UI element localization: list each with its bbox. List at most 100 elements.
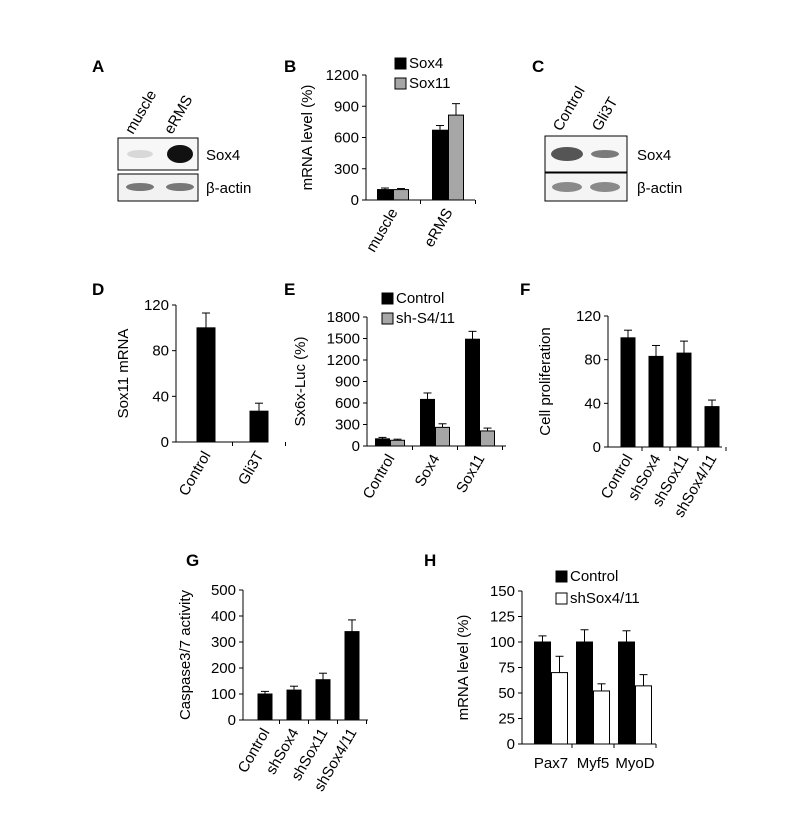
- y-tick-label: 40: [584, 395, 601, 412]
- x-tick-label: muscle: [363, 206, 401, 256]
- bar: [704, 406, 720, 448]
- panel-letter-e: E: [284, 280, 295, 299]
- bar: [344, 631, 360, 721]
- blot-band: [590, 182, 620, 192]
- y-tick-label: 900: [335, 374, 360, 391]
- bar: [635, 685, 652, 745]
- blot-c-lane-label: Control: [550, 84, 589, 134]
- y-tick-label: 150: [490, 583, 515, 600]
- x-tick-label: Control: [360, 452, 399, 502]
- y-tick-label: 300: [335, 417, 360, 434]
- bar: [551, 672, 568, 745]
- y-tick-label: 400: [211, 608, 236, 625]
- legend-label: shSox4/11: [570, 590, 640, 607]
- legend-label: Control: [396, 290, 444, 307]
- y-tick-label: 300: [211, 634, 236, 651]
- y-axis-label: Cell proliferation: [537, 327, 554, 435]
- panel-letter-d: D: [92, 280, 104, 299]
- bar: [249, 410, 269, 443]
- y-tick-label: 80: [152, 343, 169, 360]
- blot-a-lane-label: eRMS: [161, 92, 197, 137]
- y-tick-label: 40: [152, 388, 169, 405]
- y-tick-label: 75: [498, 660, 515, 677]
- panel-letter-b: B: [284, 57, 296, 76]
- panel-letter-c: C: [532, 57, 544, 76]
- chart-e: 0 300 600 900 1200 1500 1800 Sx6x-Luc (%) Contro…: [292, 290, 506, 502]
- y-tick-label: 1500: [327, 331, 360, 348]
- y-axis-label: mRNA level (%): [299, 85, 316, 191]
- y-tick-label: 200: [211, 660, 236, 677]
- y-tick-label: 500: [211, 582, 236, 599]
- panel-letter-h: H: [424, 551, 436, 570]
- legend-label: Sox4: [409, 55, 443, 72]
- bar: [593, 690, 610, 745]
- western-blot-a: muscle eRMS Sox4 β-actin: [117, 87, 251, 202]
- y-tick-label: 80: [584, 352, 601, 369]
- western-blot-c: Control Gli3T Sox4 β-actin: [544, 84, 682, 202]
- bar: [393, 189, 409, 201]
- blot-c-lane-label: Gli3T: [589, 94, 622, 134]
- bar: [390, 439, 405, 447]
- y-tick-label: 1800: [327, 309, 360, 326]
- y-tick-label: 0: [161, 434, 169, 451]
- y-tick-label: 0: [507, 736, 515, 753]
- bar: [196, 327, 216, 443]
- blot-band: [166, 183, 194, 191]
- bar: [676, 352, 692, 448]
- y-axis-label: Caspase3/7 activity: [177, 589, 194, 720]
- bar: [465, 338, 480, 447]
- blot-band: [126, 183, 154, 191]
- y-tick-label: 0: [593, 439, 601, 456]
- legend-label: Sox11: [409, 75, 450, 92]
- blot-band: [551, 147, 583, 161]
- x-tick-label: Pax7: [534, 755, 568, 772]
- y-tick-label: 0: [351, 192, 359, 209]
- legend-label: Control: [570, 568, 618, 585]
- y-tick-label: 50: [498, 685, 515, 702]
- blot-band: [127, 150, 153, 158]
- bar: [432, 129, 448, 201]
- bar: [618, 641, 635, 745]
- legend-swatch: [555, 592, 568, 605]
- chart-d: 0 40 80 120 Sox11 mRNA Control Gli3T: [115, 297, 286, 499]
- y-axis-label: Sox11 mRNA: [115, 329, 132, 419]
- bar: [257, 693, 273, 721]
- y-tick-label: 25: [498, 711, 515, 728]
- x-tick-label: Control: [176, 449, 215, 499]
- legend-swatch: [381, 312, 394, 325]
- y-tick-label: 600: [335, 395, 360, 412]
- x-tick-label: Sox4: [412, 452, 444, 490]
- bar: [377, 189, 393, 201]
- blot-a-lane-label: muscle: [122, 87, 160, 137]
- x-tick-label: MyoD: [615, 755, 654, 772]
- chart-h: 0 25 50 75 100 125 150 mRNA level (%) Pax7 Myf5 My…: [455, 568, 657, 772]
- y-tick-label: 120: [576, 308, 601, 325]
- bar: [576, 641, 593, 745]
- panel-letter-a: A: [92, 57, 104, 76]
- y-tick-label: 300: [334, 161, 359, 178]
- y-tick-label: 600: [334, 130, 359, 147]
- x-tick-label: Gli3T: [235, 449, 268, 489]
- y-tick-label: 0: [228, 712, 236, 729]
- bar: [420, 398, 435, 447]
- x-tick-label: Myf5: [577, 755, 610, 772]
- blot-c-row-label: Sox4: [637, 147, 671, 164]
- y-tick-label: 900: [334, 98, 359, 115]
- y-tick-label: 0: [352, 438, 360, 455]
- y-tick-label: 125: [490, 609, 515, 626]
- y-axis-label: Sx6x-Luc (%): [292, 336, 309, 426]
- legend-swatch: [381, 292, 394, 305]
- y-axis-label: mRNA level (%): [455, 615, 472, 721]
- bar: [375, 438, 390, 447]
- bar: [435, 426, 450, 447]
- legend-swatch: [394, 77, 407, 90]
- bar: [620, 337, 636, 448]
- legend-label: sh-S4/11: [396, 310, 455, 327]
- panel-letter-f: F: [520, 280, 530, 299]
- bar: [534, 641, 551, 745]
- chart-b: 0 300 600 900 1200 mRNA level (%) muscle eRMS So…: [299, 55, 476, 255]
- blot-band: [591, 150, 619, 158]
